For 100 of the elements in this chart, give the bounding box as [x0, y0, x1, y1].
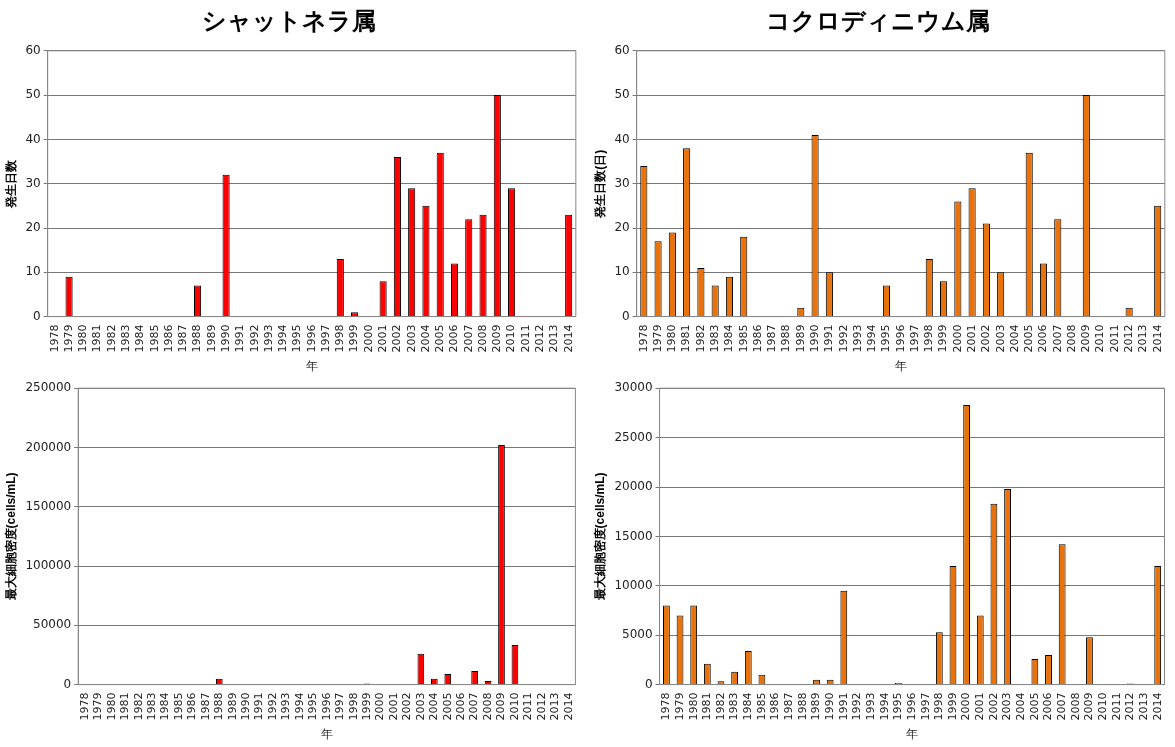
x-tick-label: 1986: [185, 692, 199, 721]
x-tick-label: 2001: [964, 324, 978, 353]
x-tick-label: 1986: [161, 324, 175, 353]
x-tick-label: 1999: [945, 692, 959, 721]
x-tick-label: 2010: [1093, 324, 1107, 353]
y-tick-label: 60: [614, 42, 630, 57]
x-tick-label: 2014: [1150, 692, 1164, 721]
y-tick-label: 20: [25, 220, 41, 235]
x-tick-label: 1993: [863, 692, 877, 721]
x-tick-label: 1985: [147, 324, 161, 353]
x-tick-label: 2007: [467, 692, 481, 721]
x-tick-label: 1990: [239, 692, 253, 721]
x-tick-label: 1993: [850, 324, 864, 353]
x-tick-label: 1987: [176, 324, 190, 353]
x-tick-label: 1996: [893, 324, 907, 353]
chart-title: シャットネラ属: [201, 6, 376, 35]
y-axis-title: 発生日数(日): [592, 149, 607, 219]
x-tick-label: 1991: [836, 692, 850, 721]
x-tick-label: 1997: [318, 324, 332, 353]
x-tick-label: 2012: [534, 692, 548, 721]
x-tick-label: 1988: [779, 324, 793, 353]
x-tick-label: 2004: [1014, 692, 1028, 721]
x-tick-label: 1985: [736, 324, 750, 353]
x-tick-label: 1979: [61, 324, 75, 353]
x-tick-label: 2014: [561, 324, 575, 353]
x-tick-label: 2003: [413, 692, 427, 721]
x-tick-label: 2001: [386, 692, 400, 721]
x-tick-label: 2000: [950, 324, 964, 353]
y-tick-label: 0: [33, 308, 41, 323]
y-tick-label: 100000: [25, 558, 72, 573]
x-tick-label: 1996: [904, 692, 918, 721]
y-tick-label: 15000: [614, 528, 653, 543]
x-tick-label: 1999: [347, 324, 361, 353]
x-tick-label: 2013: [1136, 692, 1150, 721]
y-tick-label: 60: [25, 42, 41, 57]
x-tick-label: 2009: [494, 692, 508, 721]
x-tick-label: 1995: [891, 692, 905, 721]
x-tick-label: 2011: [518, 324, 532, 353]
x-tick-label: 1993: [279, 692, 293, 721]
x-tick-label: 1994: [865, 324, 879, 353]
y-tick-label: 0: [644, 676, 653, 691]
x-tick-label: 2005: [1027, 692, 1041, 721]
x-tick-label: 2008: [1064, 324, 1078, 353]
x-tick-label: 1980: [686, 692, 700, 721]
x-tick-label: 1997: [907, 324, 921, 353]
y-tick-label: 20: [614, 220, 630, 235]
x-tick-label: 1991: [822, 324, 836, 353]
x-tick-label: 1989: [809, 692, 823, 721]
y-axis-title: 最大細胞密度(cells/mL): [592, 472, 607, 602]
y-tick-label: 50: [25, 87, 41, 102]
x-tick-label: 1984: [741, 692, 755, 721]
x-tick-label: 1997: [918, 692, 932, 721]
x-tick-label: 1983: [708, 324, 722, 353]
x-tick-label: 1985: [754, 692, 768, 721]
chart-title: コクロディニウム属: [765, 6, 990, 35]
x-axis-title: 年: [320, 727, 333, 742]
x-tick-label: 1990: [823, 692, 837, 721]
x-tick-label: 1989: [204, 324, 218, 353]
x-tick-label: 1993: [261, 324, 275, 353]
x-tick-label: 2008: [480, 692, 494, 721]
x-tick-label: 2003: [404, 324, 418, 353]
x-tick-label: 2014: [561, 692, 575, 721]
x-tick-label: 2001: [375, 324, 389, 353]
x-tick-label: 2011: [1109, 692, 1123, 721]
x-tick-label: 2000: [959, 692, 973, 721]
x-tick-label: 1981: [118, 692, 132, 721]
x-tick-label: 1990: [218, 324, 232, 353]
y-tick-label: 250000: [25, 380, 72, 395]
x-tick-label: 1992: [836, 324, 850, 353]
x-tick-label: 1986: [768, 692, 782, 721]
x-tick-label: 2006: [454, 692, 468, 721]
x-tick-label: 2002: [979, 324, 993, 353]
x-tick-label: 1989: [225, 692, 239, 721]
x-tick-label: 2002: [390, 324, 404, 353]
x-tick-label: 1990: [807, 324, 821, 353]
x-tick-label: 1986: [750, 324, 764, 353]
x-tick-label: 1981: [679, 324, 693, 353]
x-tick-label: 2003: [993, 324, 1007, 353]
x-tick-label: 1998: [333, 324, 347, 353]
x-tick-label: 1999: [936, 324, 950, 353]
x-tick-label: 1981: [700, 692, 714, 721]
y-tick-label: 150000: [25, 498, 72, 513]
x-tick-label: 1979: [650, 324, 664, 353]
x-tick-label: 2009: [1082, 692, 1096, 721]
x-tick-label: 2004: [427, 692, 441, 721]
x-tick-label: 1995: [879, 324, 893, 353]
x-tick-label: 1989: [793, 324, 807, 353]
x-tick-label: 1998: [932, 692, 946, 721]
x-tick-label: 2012: [1123, 692, 1137, 721]
x-tick-label: 2014: [1150, 324, 1164, 353]
x-tick-label: 1982: [713, 692, 727, 721]
y-tick-label: 200000: [25, 439, 72, 454]
x-tick-label: 2006: [447, 324, 461, 353]
x-tick-label: 1996: [319, 692, 333, 721]
x-tick-label: 1992: [247, 324, 261, 353]
x-tick-label: 2013: [1136, 324, 1150, 353]
x-tick-label: 1988: [795, 692, 809, 721]
x-tick-label: 1997: [333, 692, 347, 721]
x-tick-label: 1994: [877, 692, 891, 721]
x-tick-label: 1987: [782, 692, 796, 721]
